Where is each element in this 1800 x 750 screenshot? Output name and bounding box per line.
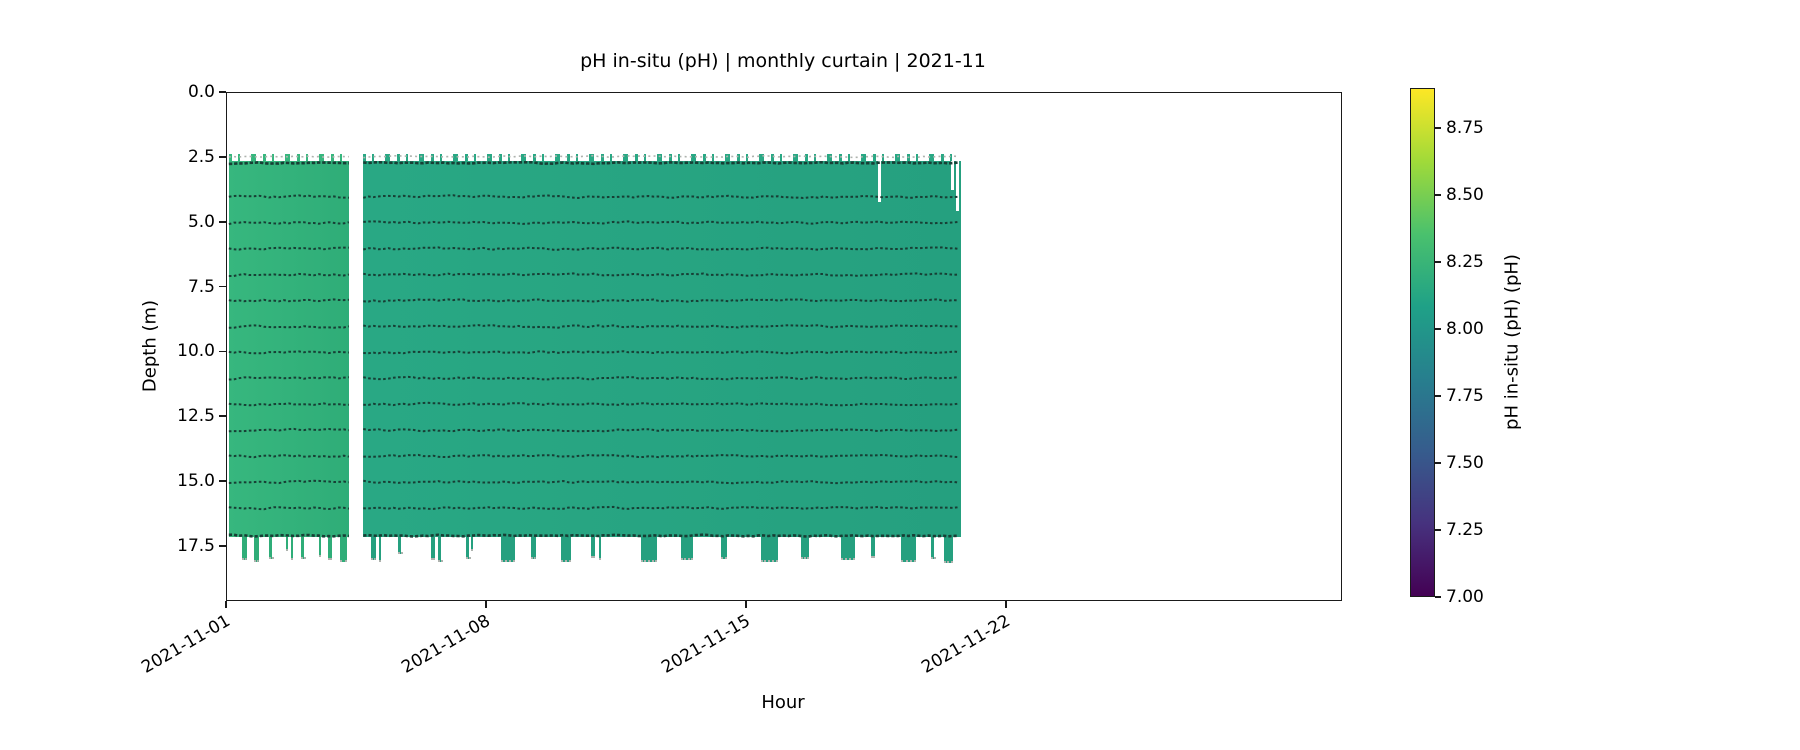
- y-tick-mark: [219, 91, 226, 93]
- curtain-top-nubs: [228, 153, 350, 161]
- y-tick-mark: [219, 156, 226, 158]
- curtain-top-nubs: [363, 153, 962, 161]
- curtain-bottom-drip: [300, 535, 304, 560]
- curtain-bottom-drip: [290, 535, 293, 561]
- curtain-bottom-drip: [800, 535, 809, 560]
- y-tick-mark: [219, 220, 226, 223]
- x-tick-mark: [225, 601, 227, 608]
- curtain-bottom-drip: [760, 535, 779, 562]
- data-gap-notch: [956, 160, 959, 211]
- x-tick-label: 2021-11-22: [918, 611, 1014, 678]
- x-tick-mark: [485, 601, 487, 608]
- colorbar-tick-mark: [1435, 395, 1441, 397]
- colorbar-tick-label: 8.25: [1446, 252, 1484, 273]
- curtain-bottom-drip: [397, 535, 401, 554]
- y-tick-mark: [219, 350, 226, 353]
- curtain-bottom-drip: [640, 535, 657, 562]
- curtain-bottom-drip: [560, 535, 571, 562]
- curtain-bottom-drip: [241, 535, 248, 561]
- curtain-bottom-drip: [254, 535, 259, 562]
- curtain-bottom-drip: [378, 535, 382, 562]
- curtain-bottom-drip: [900, 535, 916, 562]
- x-tick-label: 2021-11-15: [658, 611, 754, 678]
- y-tick-mark: [219, 415, 226, 417]
- colorbar-tick-mark: [1435, 529, 1441, 531]
- curtain-bottom-drip: [930, 535, 935, 560]
- curtain-bottom-drip: [840, 535, 855, 561]
- x-tick-label: 2021-11-01: [138, 611, 234, 678]
- curtain-bottom-drip: [590, 535, 595, 558]
- colorbar-tick-label: 8.00: [1446, 319, 1484, 340]
- curtain-bottom-drip: [286, 535, 289, 552]
- x-tick-mark: [1005, 601, 1007, 608]
- data-gap-notch: [951, 160, 955, 191]
- y-tick-mark: [219, 545, 226, 547]
- y-tick-label: 10.0: [177, 341, 215, 362]
- chart-title: pH in-situ (pH) | monthly curtain | 2021…: [580, 50, 986, 72]
- y-tick-label: 15.0: [177, 471, 215, 491]
- curtain-segment: [363, 160, 962, 537]
- y-tick-label: 7.5: [187, 276, 215, 297]
- y-tick-label: 5.0: [187, 211, 215, 232]
- colorbar-tick-label: 8.50: [1446, 185, 1484, 206]
- colorbar-tick-mark: [1435, 596, 1441, 598]
- curtain-bottom-drip: [371, 535, 376, 561]
- curtain-bottom-drip: [465, 535, 470, 560]
- y-tick-mark: [219, 480, 226, 482]
- y-tick-label: 12.5: [177, 406, 215, 427]
- colorbar-tick-mark: [1435, 194, 1441, 196]
- colorbar-tick-label: 8.75: [1446, 118, 1484, 139]
- y-tick-label: 0.0: [187, 82, 215, 102]
- colorbar-tick-mark: [1435, 462, 1441, 464]
- y-tick-label: 2.5: [187, 146, 215, 167]
- colorbar-label: pH in-situ (pH) (pH): [1501, 254, 1523, 430]
- curtain-bottom-drip: [501, 535, 516, 562]
- curtain-bottom-drip: [943, 535, 954, 564]
- colorbar-tick-mark: [1435, 328, 1441, 330]
- curtain-bottom-drip: [870, 535, 876, 558]
- curtain-bottom-drip: [598, 535, 601, 561]
- curtain-bottom-drip: [268, 535, 272, 560]
- curtain-bottom-drip: [437, 535, 441, 562]
- curtain-bottom-drip: [319, 535, 322, 557]
- x-tick-mark: [745, 601, 747, 608]
- data-gap-notch: [877, 160, 882, 202]
- x-axis-label: Hour: [761, 692, 805, 713]
- y-tick-label: 17.5: [177, 535, 215, 556]
- colorbar-tick-label: 7.25: [1446, 520, 1484, 541]
- curtain-bottom-drip: [328, 535, 332, 561]
- curtain-bottom-drip: [530, 535, 537, 560]
- x-tick-label: 2021-11-08: [398, 611, 494, 678]
- curtain-bottom-drip: [470, 535, 474, 552]
- curtain-bottom-drip: [430, 535, 436, 561]
- colorbar: [1410, 88, 1435, 597]
- colorbar-tick-label: 7.00: [1446, 587, 1484, 607]
- curtain-segment: [228, 160, 350, 537]
- curtain-bottom-drip: [680, 535, 693, 561]
- colorbar-tick-mark: [1435, 127, 1441, 130]
- colorbar-tick-label: 7.75: [1446, 386, 1484, 407]
- curtain-bottom-drip: [720, 535, 727, 560]
- curtain-bottom-drip: [340, 535, 347, 562]
- plot-area: [226, 92, 1342, 601]
- colorbar-tick-label: 7.50: [1446, 453, 1484, 474]
- colorbar-tick-mark: [1435, 261, 1441, 263]
- y-tick-mark: [219, 285, 226, 288]
